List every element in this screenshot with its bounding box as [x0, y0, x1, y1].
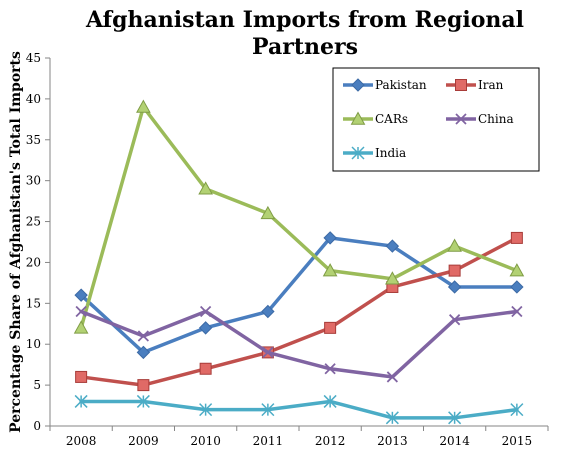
data-point-cars	[509, 263, 525, 277]
x-tick-label: 2008	[66, 434, 97, 448]
data-point-india	[323, 394, 337, 408]
series-cars	[73, 99, 525, 334]
series-pakistan	[74, 231, 524, 360]
data-point-india	[448, 411, 462, 425]
data-point-india	[136, 394, 150, 408]
series-line-pakistan	[79, 236, 519, 355]
data-point-cars	[136, 99, 151, 113]
data-point-iran	[448, 264, 461, 277]
legend-label-iran: Iran	[478, 78, 504, 92]
data-point-pakistan	[136, 345, 151, 360]
data-point-india	[74, 394, 88, 408]
x-tick-label: 2014	[439, 434, 470, 448]
y-tick-label: 25	[26, 215, 41, 229]
y-tick-label: 35	[26, 133, 41, 147]
data-point-iran	[75, 370, 88, 383]
y-tick-label: 30	[26, 174, 41, 188]
chart-title-line-2: Partners	[252, 34, 358, 60]
data-point-india	[199, 403, 213, 417]
data-point-pakistan	[323, 231, 337, 245]
legend-item-india: India	[343, 146, 406, 160]
x-tick-label: 2012	[315, 434, 346, 448]
data-point-china	[199, 305, 212, 318]
legend-label-pakistan: Pakistan	[375, 78, 427, 92]
legend-marker-china	[455, 113, 467, 125]
legend-marker-iran	[455, 79, 467, 91]
y-axis-label: Percentage Share of Afghanistan's Total …	[8, 51, 24, 433]
legend-marker-india	[351, 146, 365, 160]
x-tick-label: 2009	[128, 434, 159, 448]
data-point-pakistan	[447, 280, 462, 294]
data-point-china	[511, 305, 523, 318]
data-point-china	[448, 314, 461, 326]
series-line-cars	[79, 105, 519, 330]
x-tick-label: 2015	[502, 434, 533, 448]
data-point-pakistan	[198, 321, 213, 335]
chart-title-line-1: Afghanistan Imports from Regional	[85, 7, 524, 33]
data-point-iran	[137, 379, 150, 392]
series-china	[75, 305, 523, 383]
data-point-india	[385, 411, 399, 425]
data-point-cars	[260, 205, 276, 220]
data-point-pakistan	[74, 288, 88, 302]
y-tick-label: 10	[26, 337, 41, 351]
data-point-cars	[385, 271, 400, 285]
legend-item-iran: Iran	[446, 78, 504, 92]
data-point-pakistan	[261, 304, 275, 319]
y-tick-label: 15	[26, 296, 41, 310]
legend-marker-cars	[350, 111, 366, 125]
y-tick-label: 45	[26, 51, 41, 65]
data-point-pakistan	[385, 239, 400, 253]
legend-label-china: China	[478, 112, 514, 126]
x-tick-label: 2010	[190, 434, 221, 448]
legend-item-pakistan: Pakistan	[343, 78, 427, 92]
legend-label-india: India	[375, 146, 406, 160]
series-india	[74, 394, 524, 425]
x-tick-label: 2013	[377, 434, 408, 448]
legend-item-cars: CARs	[343, 111, 408, 126]
data-point-cars	[322, 263, 338, 277]
data-point-india	[261, 403, 275, 417]
series-iran	[75, 231, 523, 392]
data-point-india	[510, 403, 524, 417]
data-point-cars	[198, 181, 213, 195]
series-line-china	[79, 309, 519, 379]
data-point-iran	[324, 321, 337, 334]
y-tick-label: 20	[26, 255, 41, 269]
series-layer	[73, 99, 525, 425]
y-tick-label: 5	[33, 378, 41, 392]
data-point-cars	[447, 238, 462, 252]
axes: 0 5 10 15 20 25 30 35 40 45 2008 2009 2010 2011 2012 20…	[26, 51, 549, 448]
y-tick-label: 40	[26, 92, 41, 106]
data-point-cars	[73, 320, 89, 334]
legend-item-china: China	[446, 112, 514, 126]
data-point-china	[137, 330, 150, 342]
legend-marker-pakistan	[351, 78, 365, 92]
legend-label-cars: CARs	[375, 112, 408, 126]
data-point-china	[324, 363, 336, 375]
series-line-india	[79, 399, 519, 420]
series-line-iran	[79, 236, 519, 387]
y-tick-label: 0	[33, 419, 41, 433]
data-point-china	[386, 371, 399, 383]
data-point-pakistan	[510, 280, 524, 294]
legend: Pakistan Iran CARs China India	[332, 67, 540, 172]
data-point-iran	[510, 231, 523, 244]
x-tick-label: 2011	[253, 434, 284, 448]
data-point-china	[75, 305, 87, 318]
data-point-china	[262, 346, 274, 359]
data-point-iran	[199, 362, 212, 375]
